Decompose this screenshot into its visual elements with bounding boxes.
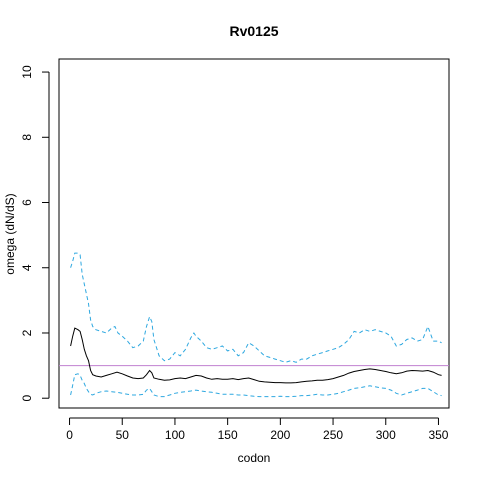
- x-tick-label: 0: [66, 428, 73, 442]
- omega-mean-line: [70, 327, 442, 384]
- x-tick-label: 150: [218, 428, 238, 442]
- y-axis: 0 2 4 6 8 10: [20, 65, 50, 402]
- y-axis-label: omega (dN/dS): [3, 193, 17, 274]
- y-tick-label: 4: [20, 264, 34, 271]
- x-tick-label: 300: [376, 428, 396, 442]
- y-tick-label: 6: [20, 199, 34, 206]
- y-tick-label: 0: [20, 395, 34, 402]
- x-tick-label: 250: [323, 428, 343, 442]
- x-tick-label: 50: [116, 428, 130, 442]
- x-tick-label: 200: [270, 428, 290, 442]
- x-tick-label: 100: [165, 428, 185, 442]
- lower-bound-line: [70, 373, 442, 398]
- upper-bound-line: [70, 252, 442, 363]
- y-tick-label: 2: [20, 329, 34, 336]
- y-tick-label: 10: [20, 65, 34, 79]
- plot-frame: [58, 58, 450, 409]
- chart-title: Rv0125: [229, 23, 278, 39]
- y-tick-label: 8: [20, 134, 34, 141]
- x-tick-label: 350: [428, 428, 448, 442]
- plot-area: [58, 58, 450, 409]
- x-axis: 0 50 100 150 200 250 300 350: [66, 417, 449, 442]
- x-axis-label: codon: [238, 451, 271, 465]
